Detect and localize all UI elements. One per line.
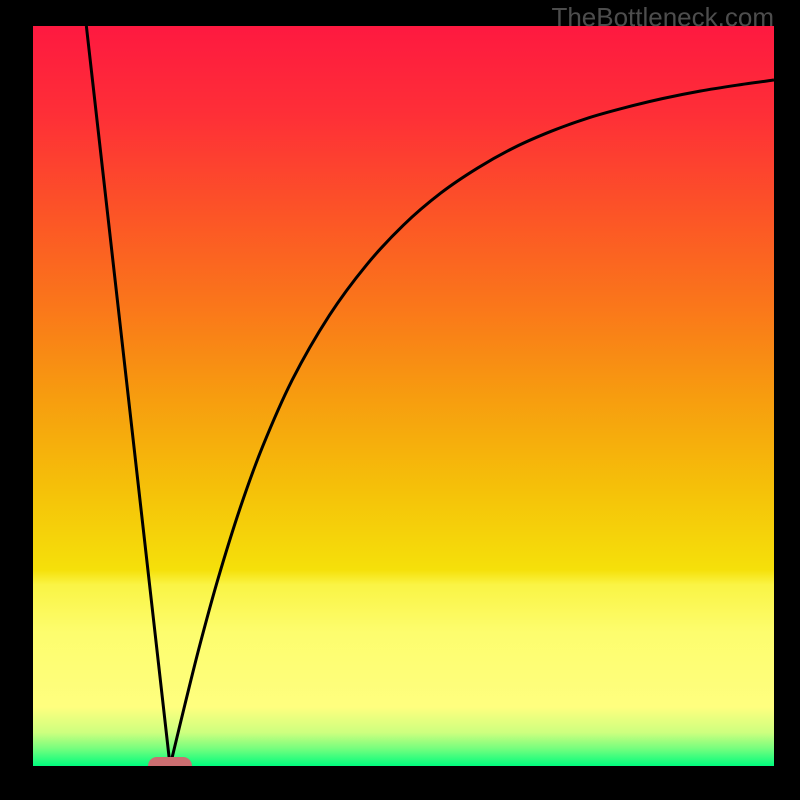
frame-border-bottom xyxy=(0,766,800,800)
frame-border-right xyxy=(774,0,800,800)
plot-area xyxy=(33,26,774,766)
frame-border-left xyxy=(0,0,33,800)
chart-frame: TheBottleneck.com xyxy=(0,0,800,800)
bottleneck-curve xyxy=(33,26,774,766)
minimum-marker xyxy=(148,757,192,766)
watermark-text: TheBottleneck.com xyxy=(551,2,774,33)
